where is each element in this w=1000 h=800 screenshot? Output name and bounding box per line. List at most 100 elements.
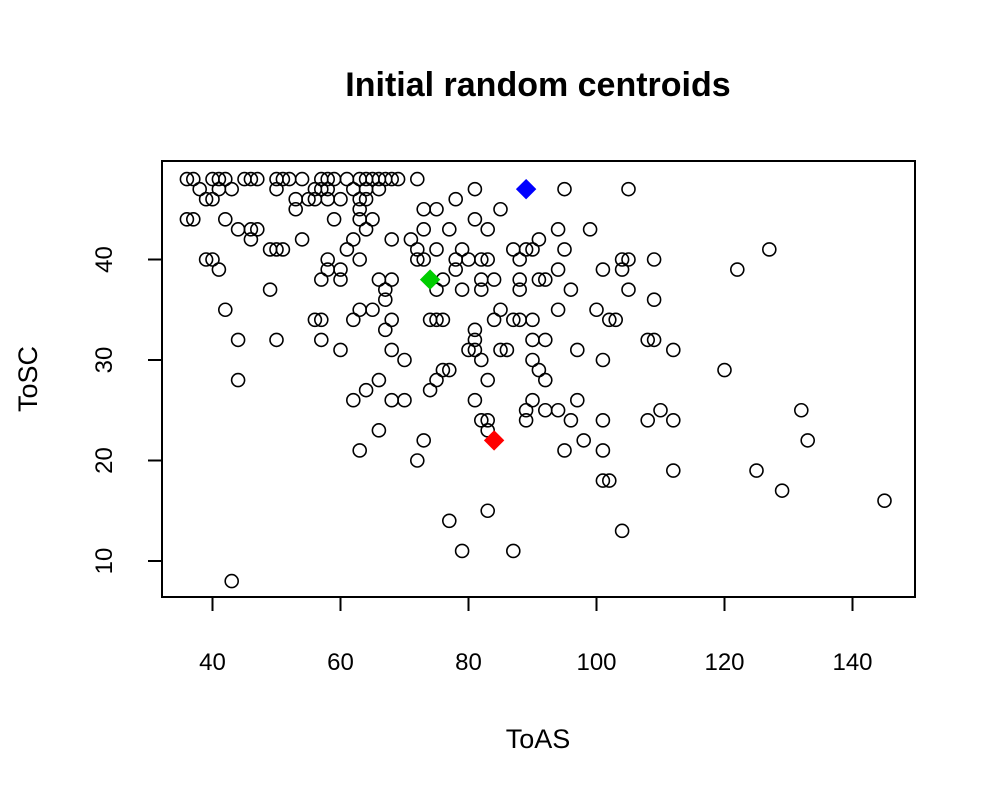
data-point	[416, 201, 432, 217]
data-point	[749, 463, 764, 478]
data-point	[480, 222, 496, 237]
data-point	[518, 402, 534, 418]
data-point	[467, 322, 483, 338]
data-point	[614, 262, 630, 277]
data-point	[358, 382, 374, 398]
data-point	[595, 352, 611, 368]
data-point	[486, 312, 502, 328]
data-point	[761, 242, 777, 257]
data-point	[429, 372, 444, 388]
x-axis-label: ToAS	[506, 724, 571, 754]
data-point	[550, 222, 566, 237]
data-point	[211, 262, 227, 277]
data-point	[512, 272, 528, 287]
data-point	[409, 171, 425, 187]
y-tick-label: 20	[91, 447, 118, 474]
data-point	[409, 242, 425, 257]
data-point	[614, 252, 630, 267]
y-axis: 10 20 30 40	[91, 246, 163, 574]
data-point	[326, 212, 342, 227]
data-point	[230, 372, 246, 388]
data-point	[525, 312, 540, 328]
data-point	[371, 372, 387, 388]
x-tick-label: 100	[576, 649, 616, 676]
data-point	[224, 573, 239, 589]
data-point	[505, 312, 521, 328]
x-axis: 40 60 80 100 120 140	[199, 596, 873, 676]
data-point	[262, 282, 278, 297]
data-point	[333, 342, 348, 358]
data-point	[429, 312, 444, 328]
data-point	[537, 402, 553, 418]
data-point	[352, 191, 368, 207]
data-point	[397, 352, 412, 368]
data-point	[621, 252, 636, 267]
data-point	[793, 402, 809, 418]
data-point	[665, 463, 681, 478]
data-point	[416, 222, 432, 237]
data-point	[377, 322, 393, 338]
data-point	[646, 292, 662, 308]
data-point	[518, 412, 534, 428]
data-point	[473, 352, 489, 368]
data-point	[435, 362, 451, 378]
data-point	[313, 312, 329, 328]
data-point	[505, 543, 521, 559]
data-point	[525, 392, 540, 408]
data-point	[557, 242, 572, 257]
data-point	[269, 242, 284, 257]
data-point	[345, 312, 361, 328]
data-point	[512, 252, 528, 267]
data-point	[621, 282, 636, 297]
data-point	[192, 181, 207, 197]
data-point	[646, 332, 662, 348]
data-point	[537, 372, 553, 388]
data-point	[320, 252, 336, 267]
data-point	[550, 262, 566, 277]
data-point	[557, 181, 572, 197]
data-point	[339, 242, 355, 257]
data-point	[640, 412, 656, 428]
data-point	[384, 232, 400, 247]
data-point	[454, 242, 470, 257]
data-point	[224, 181, 239, 197]
data-point	[377, 292, 393, 308]
data-point	[205, 252, 220, 267]
data-point	[467, 342, 483, 358]
data-point	[333, 262, 348, 277]
data-point	[448, 262, 464, 277]
data-point	[531, 272, 547, 287]
data-point	[877, 493, 892, 509]
data-point	[499, 342, 515, 358]
data-point	[461, 342, 476, 358]
data-point	[371, 181, 387, 197]
x-tick-label: 40	[199, 649, 226, 676]
data-point	[563, 282, 579, 297]
data-point	[333, 272, 348, 287]
data-point	[486, 272, 502, 287]
data-point	[800, 433, 816, 448]
data-point	[608, 312, 624, 328]
data-point	[493, 201, 508, 217]
data-point	[313, 272, 329, 287]
data-point	[493, 302, 508, 318]
data-point	[243, 171, 259, 187]
data-point	[320, 171, 336, 187]
data-point	[211, 171, 227, 187]
data-point	[218, 212, 233, 227]
data-point	[595, 412, 611, 428]
data-point	[409, 252, 425, 267]
data-point	[454, 282, 470, 297]
data-point	[416, 433, 432, 448]
data-point	[365, 302, 380, 318]
data-point	[352, 443, 368, 458]
data-point	[582, 222, 598, 237]
data-point	[384, 272, 400, 287]
data-point	[390, 171, 406, 187]
data-point	[467, 392, 483, 408]
data-point	[441, 222, 457, 237]
data-point	[467, 181, 483, 197]
data-point	[665, 342, 681, 358]
data-point	[301, 191, 316, 207]
data-point	[493, 342, 508, 358]
